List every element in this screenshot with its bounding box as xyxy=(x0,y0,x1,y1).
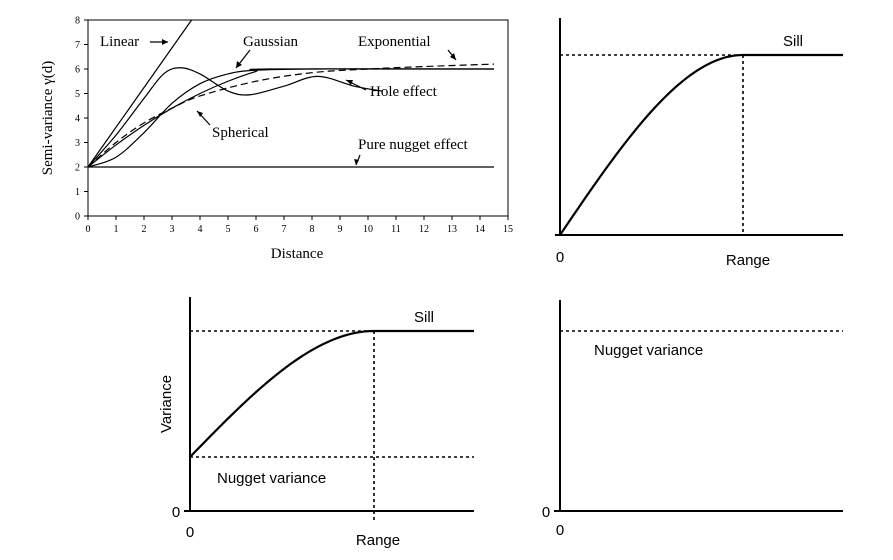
x-tick-label: 14 xyxy=(475,224,485,235)
arrow-hole-effect-head xyxy=(346,80,353,85)
arrow-pure-nugget-head xyxy=(354,159,359,165)
label-pure-nugget: Pure nugget effect xyxy=(358,137,469,153)
x-tick-label: 12 xyxy=(419,224,429,235)
label-exponential: Exponential xyxy=(358,34,430,50)
y-tick-label: 1 xyxy=(75,187,80,198)
arrow-exponential-head xyxy=(450,53,456,60)
x-tick-label: 8 xyxy=(310,224,315,235)
arrow-linear-head xyxy=(162,39,168,45)
series-hole-effect xyxy=(87,67,383,168)
label-spherical: Spherical xyxy=(212,125,269,141)
x-tick-label: 11 xyxy=(391,224,401,235)
x-tick-label: 13 xyxy=(447,224,457,235)
panel2-sill-label: Sill xyxy=(783,33,803,50)
panel-models-frame xyxy=(87,19,509,217)
x-tick-label: 1 xyxy=(114,224,119,235)
series-linear xyxy=(87,19,193,168)
series-exponential xyxy=(87,63,495,168)
label-gaussian: Gaussian xyxy=(243,34,298,50)
panel-models-series xyxy=(87,19,495,168)
panel4-nugget-label: Nugget variance xyxy=(594,342,703,359)
y-tick-label: 3 xyxy=(75,138,80,149)
panel-models-ylabel: Semi-variance γ(d) xyxy=(40,61,56,176)
y-tick-label: 5 xyxy=(75,89,80,100)
panel-pure-nugget: Nugget variance 0 0 xyxy=(542,300,843,539)
x-tick-label: 6 xyxy=(254,224,259,235)
x-tick-label: 15 xyxy=(503,224,513,235)
x-tick-label: 10 xyxy=(363,224,373,235)
panel3-ylabel: Variance xyxy=(158,375,175,433)
label-hole-effect: Hole effect xyxy=(370,84,438,100)
x-tick-label: 4 xyxy=(198,224,203,235)
panel2-origin-label: 0 xyxy=(556,249,564,266)
panel4-x-origin-label: 0 xyxy=(556,522,564,539)
y-tick-label: 7 xyxy=(75,40,80,51)
panel3-y-origin-label: 0 xyxy=(172,504,180,521)
panel-sill-range: Sill 0 Range xyxy=(555,18,843,269)
y-tick-label: 2 xyxy=(75,163,80,174)
panel2-variogram-curve xyxy=(559,53,744,236)
panel3-sill-label: Sill xyxy=(414,309,434,326)
x-tick-label: 5 xyxy=(226,224,231,235)
x-tick-label: 3 xyxy=(170,224,175,235)
y-tick-label: 4 xyxy=(75,114,80,125)
panel3-range-label: Range xyxy=(356,532,400,549)
panel3-variogram-curve xyxy=(189,329,375,458)
panel3-nugget-label: Nugget variance xyxy=(217,470,326,487)
panel-nugget-sill-range: Sill Nugget variance Variance 0 0 Range xyxy=(158,297,474,549)
arrow-gaussian-head xyxy=(236,61,242,68)
y-tick-label: 8 xyxy=(75,16,80,27)
y-tick-label: 6 xyxy=(75,65,80,76)
x-tick-label: 9 xyxy=(338,224,343,235)
x-tick-label: 2 xyxy=(142,224,147,235)
panel2-range-label: Range xyxy=(726,252,770,269)
panel3-x-origin-label: 0 xyxy=(186,524,194,541)
x-tick-label: 7 xyxy=(282,224,287,235)
arrow-spherical-head xyxy=(197,111,203,117)
y-tick-label: 0 xyxy=(75,212,80,223)
series-spherical xyxy=(87,68,495,168)
label-linear: Linear xyxy=(100,34,139,50)
x-tick-label: 0 xyxy=(86,224,91,235)
panel4-y-origin-label: 0 xyxy=(542,504,550,521)
panel-models-xlabel: Distance xyxy=(271,246,324,262)
